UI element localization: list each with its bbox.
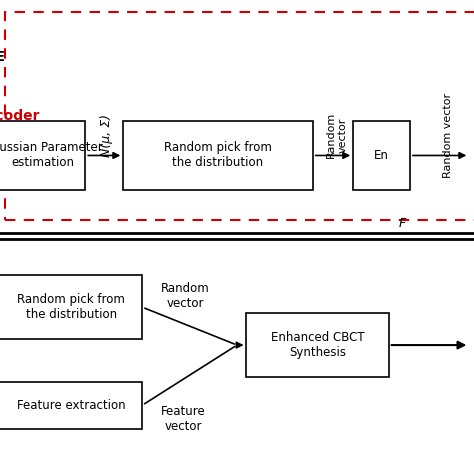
FancyBboxPatch shape: [123, 121, 313, 190]
Text: En: En: [374, 149, 389, 162]
Text: Random pick from
the distribution: Random pick from the distribution: [164, 141, 272, 169]
FancyBboxPatch shape: [246, 313, 389, 377]
FancyBboxPatch shape: [0, 382, 142, 429]
FancyBboxPatch shape: [0, 275, 142, 339]
Text: Random vector: Random vector: [443, 92, 453, 178]
Text: Feature
vector: Feature vector: [161, 405, 206, 434]
Text: Random
vector: Random vector: [161, 282, 210, 310]
Text: Enhanced CBCT
Synthesis: Enhanced CBCT Synthesis: [271, 331, 365, 359]
Text: Random pick from
the distribution: Random pick from the distribution: [17, 293, 125, 321]
Text: N(μ, Σ): N(μ, Σ): [100, 114, 113, 156]
Text: VAE: VAE: [0, 50, 6, 64]
Text: F: F: [398, 217, 405, 230]
Text: Random
vector: Random vector: [326, 112, 347, 158]
FancyBboxPatch shape: [0, 121, 85, 190]
Text: Gaussian Parameter
estimation: Gaussian Parameter estimation: [0, 141, 102, 169]
Text: Feature extraction: Feature extraction: [17, 399, 126, 412]
FancyBboxPatch shape: [353, 121, 410, 190]
Text: Encoder: Encoder: [0, 109, 40, 123]
